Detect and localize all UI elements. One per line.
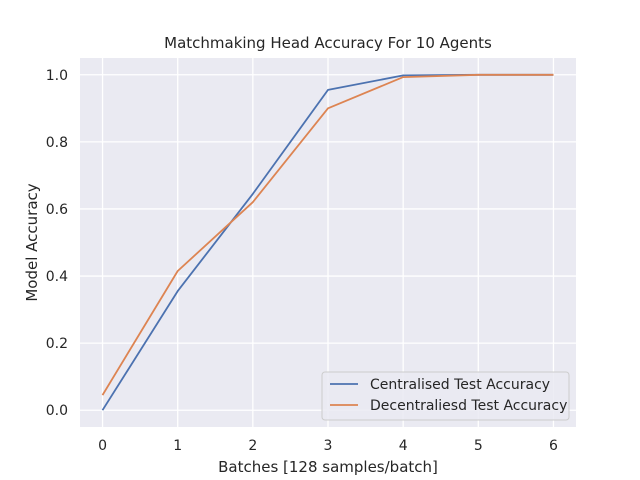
x-tick-label: 3 (324, 438, 333, 454)
x-tick-label: 6 (549, 438, 558, 454)
y-axis-label: Model Accuracy (23, 183, 41, 301)
x-tick-label: 0 (98, 438, 107, 454)
chart-title: Matchmaking Head Accuracy For 10 Agents (164, 34, 492, 52)
y-tick-label: 0.8 (46, 135, 68, 151)
y-tick-label: 0.0 (46, 403, 68, 419)
legend: Centralised Test Accuracy Decentraliesd T… (321, 371, 570, 421)
y-tick-label: 0.6 (46, 202, 68, 218)
x-tick-label: 1 (173, 438, 182, 454)
legend-label: Decentraliesd Test Accuracy (370, 398, 567, 414)
series-line-2 (101, 73, 554, 396)
legend-label: Centralised Test Accuracy (370, 377, 550, 393)
y-axis-ticks: 0.0 0.2 0.4 0.6 0.8 1.0 (46, 68, 68, 419)
x-tick-label: 5 (474, 438, 483, 454)
x-axis-ticks: 0 1 2 3 4 5 6 (98, 438, 558, 454)
x-axis-label: Batches [128 samples/batch] (218, 458, 438, 476)
y-tick-label: 0.2 (46, 336, 68, 352)
y-tick-label: 0.4 (46, 269, 68, 285)
y-tick-label: 1.0 (46, 68, 68, 84)
series-layer (101, 73, 554, 411)
x-tick-label: 4 (399, 438, 408, 454)
legend-box (321, 371, 570, 421)
x-tick-label: 2 (248, 438, 257, 454)
